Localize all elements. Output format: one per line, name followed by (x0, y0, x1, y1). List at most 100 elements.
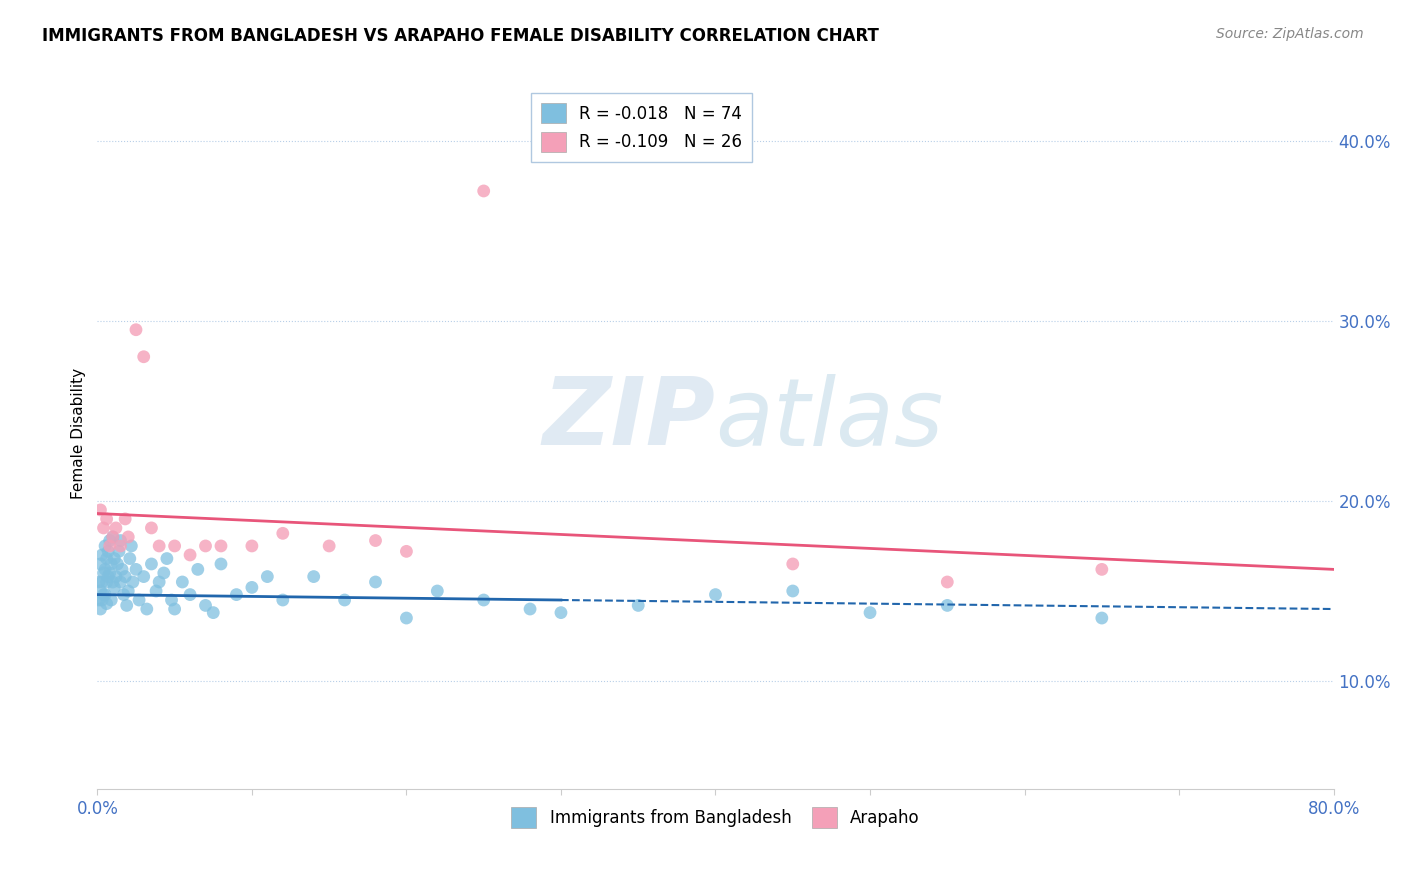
Point (936, 574, 959, 589)
Text: Source: ZipAtlas.com: Source: ZipAtlas.com (1216, 27, 1364, 41)
Point (550, 606, 572, 620)
Point (91, 548, 114, 562)
Point (132, 569, 155, 583)
Point (97, 544, 120, 558)
Point (93, 566, 115, 580)
Legend: Immigrants from Bangladesh, Arapaho: Immigrants from Bangladesh, Arapaho (505, 801, 927, 834)
Point (172, 574, 194, 589)
Point (96, 597, 118, 611)
Point (271, 593, 294, 607)
Point (98, 539, 121, 553)
Point (132, 350, 155, 364)
Point (89, 602, 111, 616)
Point (160, 593, 183, 607)
Point (100, 593, 122, 607)
Point (209, 539, 232, 553)
Point (859, 606, 882, 620)
Point (110, 533, 132, 548)
Point (100, 557, 122, 571)
Point (98, 566, 121, 580)
Point (145, 584, 167, 599)
Point (89, 503, 111, 517)
Point (94, 588, 117, 602)
Point (364, 574, 387, 589)
Point (87, 593, 110, 607)
Point (117, 584, 139, 599)
Point (117, 530, 139, 544)
Text: atlas: atlas (716, 374, 943, 465)
Point (936, 599, 959, 613)
Point (141, 557, 163, 571)
Point (107, 557, 129, 571)
Point (209, 557, 232, 571)
Point (1091, 562, 1114, 576)
Point (89, 584, 111, 599)
Point (302, 569, 325, 583)
Point (472, 184, 495, 198)
Point (153, 566, 176, 580)
Point (97, 569, 120, 583)
Point (135, 602, 157, 616)
Point (148, 574, 170, 589)
Point (125, 323, 148, 337)
Point (101, 574, 124, 589)
Point (89, 557, 111, 571)
Point (225, 588, 247, 602)
Text: ZIP: ZIP (543, 373, 716, 465)
Point (110, 574, 132, 589)
Point (114, 512, 136, 526)
Point (118, 551, 141, 566)
Point (110, 539, 132, 553)
Point (96, 512, 118, 526)
Point (1091, 611, 1114, 625)
Point (364, 533, 387, 548)
Point (627, 599, 650, 613)
Point (782, 557, 804, 571)
Point (94, 562, 117, 576)
Point (111, 562, 134, 576)
Point (163, 539, 186, 553)
Point (148, 539, 170, 553)
Point (108, 544, 131, 558)
Point (96, 574, 118, 589)
Point (114, 569, 136, 583)
Point (519, 602, 541, 616)
Point (96, 551, 118, 566)
Point (141, 521, 163, 535)
Text: IMMIGRANTS FROM BANGLADESH VS ARAPAHO FEMALE DISABILITY CORRELATION CHART: IMMIGRANTS FROM BANGLADESH VS ARAPAHO FE… (42, 27, 879, 45)
Point (103, 551, 125, 566)
Point (93, 521, 115, 535)
Point (318, 539, 340, 553)
Point (125, 562, 148, 576)
Point (103, 581, 125, 595)
Point (112, 588, 135, 602)
Point (202, 606, 225, 620)
Point (472, 593, 495, 607)
Point (87, 574, 110, 589)
Point (94, 539, 117, 553)
Point (194, 599, 217, 613)
Point (179, 548, 201, 562)
Point (426, 584, 449, 599)
Point (179, 588, 201, 602)
Point (333, 593, 356, 607)
Point (187, 562, 209, 576)
Point (194, 539, 217, 553)
Y-axis label: Female Disability: Female Disability (72, 368, 86, 499)
Point (122, 574, 145, 589)
Point (101, 530, 124, 544)
Point (240, 581, 263, 595)
Point (395, 544, 418, 558)
Point (101, 530, 124, 544)
Point (256, 569, 278, 583)
Point (93, 588, 115, 602)
Point (782, 584, 804, 599)
Point (115, 599, 138, 613)
Point (98, 533, 121, 548)
Point (91, 574, 114, 589)
Point (156, 551, 179, 566)
Point (120, 539, 142, 553)
Point (128, 593, 150, 607)
Point (240, 539, 263, 553)
Point (104, 569, 127, 583)
